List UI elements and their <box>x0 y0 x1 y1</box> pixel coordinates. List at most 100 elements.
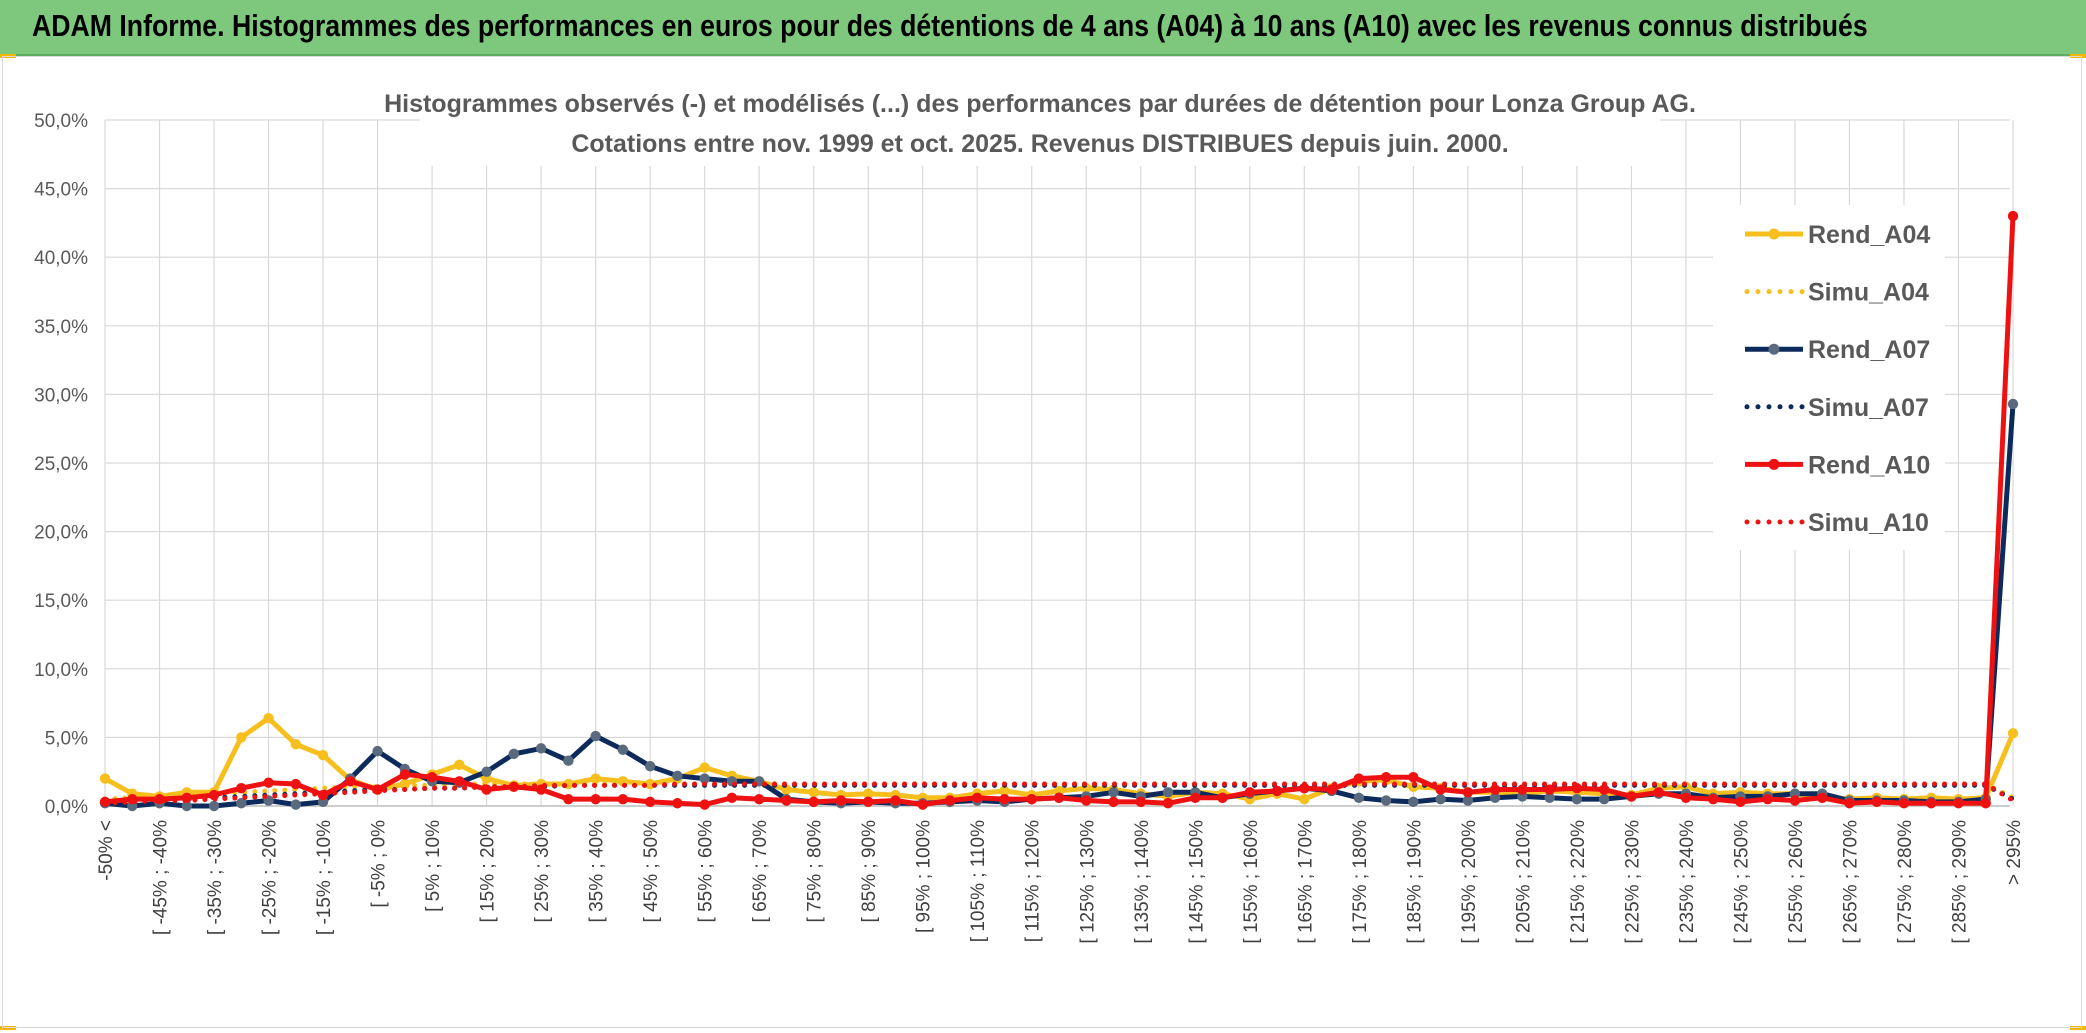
data-point-rend-a07 <box>590 730 601 742</box>
data-point-rend-a10 <box>1081 795 1092 806</box>
data-point-rend-a07 <box>1489 792 1501 803</box>
x-tick-label: -50% < <box>96 820 117 881</box>
data-point-rend-a10 <box>1271 785 1283 797</box>
data-point-rend-a07 <box>1408 796 1419 808</box>
data-point-rend-a10 <box>1626 791 1637 802</box>
data-point-rend-a07 <box>563 755 574 766</box>
data-point-rend-a10 <box>1980 798 1991 809</box>
data-point-rend-a10 <box>236 782 247 794</box>
data-point-rend-a10 <box>1680 792 1692 803</box>
data-point-rend-a07 <box>672 770 683 782</box>
data-point-rend-a10 <box>781 795 792 806</box>
data-point-rend-a04 <box>863 788 874 799</box>
data-point-rend-a10 <box>1435 784 1446 795</box>
data-point-rend-a10 <box>1653 787 1664 798</box>
data-point-rend-a10 <box>399 769 411 780</box>
x-tick-label: [ 235% ; 240% <box>1677 820 1698 944</box>
data-point-rend-a10 <box>1108 796 1119 808</box>
data-point-rend-a10 <box>917 799 928 810</box>
y-tick-label: 50,0% <box>34 111 88 132</box>
x-tick-label: [ 45% ; 50% <box>641 820 662 923</box>
x-tick-label: [ 275% ; 280% <box>1895 820 1916 944</box>
data-point-rend-a10 <box>1135 796 1146 808</box>
chart-subtitle: Cotations entre nov. 1999 et oct. 2025. … <box>571 130 1508 158</box>
y-axis-ticks: 0,0% 5,0% 10,0% 15,0% 20,0% 25,0% 30,0% 35,0% 40… <box>34 111 88 818</box>
x-tick-label: [ 95% ; 100% <box>914 820 935 933</box>
data-point-rend-a10 <box>1898 798 1910 809</box>
data-point-rend-a04 <box>263 712 274 724</box>
y-tick-label: 30,0% <box>34 385 88 406</box>
x-tick-label: [ -45% ; -40% <box>151 820 172 935</box>
data-point-rend-a07 <box>208 800 220 812</box>
corner-mark-bl <box>0 1026 16 1030</box>
data-point-rend-a07 <box>290 799 301 810</box>
data-point-rend-a10 <box>1953 798 1964 809</box>
data-point-rend-a10 <box>1762 793 1773 805</box>
x-tick-label: [ -25% ; -20% <box>260 820 281 935</box>
data-point-rend-a07 <box>617 744 629 755</box>
y-tick-label: 40,0% <box>34 248 88 269</box>
x-tick-label: [ 65% ; 70% <box>750 820 771 923</box>
data-point-rend-a07 <box>1380 795 1392 806</box>
data-point-rend-a04 <box>1299 793 1310 805</box>
data-point-rend-a10 <box>944 795 956 806</box>
report-title: ADAM Informe. Histogrammes des performan… <box>32 8 1868 43</box>
data-point-rend-a10 <box>1053 792 1065 803</box>
data-point-rend-a04 <box>290 739 301 750</box>
data-point-rend-a10 <box>1871 796 1882 808</box>
legend-label-rend-a10: Rend_A10 <box>1808 451 1930 479</box>
data-point-rend-a04 <box>99 773 111 784</box>
chart-frame <box>2 56 2082 1028</box>
x-tick-label: [ 125% ; 130% <box>1077 820 1098 944</box>
data-point-rend-a04 <box>317 750 329 761</box>
data-point-rend-a10 <box>699 799 710 810</box>
x-tick-label: [ 285% ; 290% <box>1949 820 1970 944</box>
data-point-rend-a10 <box>1598 784 1610 795</box>
x-tick-label: [ 155% ; 160% <box>1241 820 1262 944</box>
title-background <box>420 84 1660 166</box>
data-point-rend-a10 <box>1844 798 1855 809</box>
data-point-rend-a07 <box>508 748 520 760</box>
data-point-rend-a10 <box>999 793 1010 805</box>
data-point-rend-a10 <box>1190 792 1201 803</box>
data-point-rend-a10 <box>1162 798 1174 809</box>
data-point-rend-a10 <box>1462 787 1474 798</box>
data-point-rend-a07 <box>1462 795 1474 806</box>
data-point-rend-a07 <box>181 800 192 812</box>
x-tick-label: [ 145% ; 150% <box>1186 820 1207 944</box>
data-point-rend-a07 <box>1571 793 1583 805</box>
data-point-rend-a10 <box>726 792 738 803</box>
x-tick-label: [ 5% ; 10% <box>423 820 444 912</box>
corner-mark-br <box>2070 1026 2086 1030</box>
legend-marker-rend-a07 <box>1768 343 1780 355</box>
data-point-rend-a10 <box>1326 784 1337 795</box>
data-point-rend-a10 <box>1735 796 1746 808</box>
data-point-rend-a10 <box>290 778 301 790</box>
gridlines <box>104 119 2014 807</box>
data-point-rend-a10 <box>617 793 629 805</box>
data-point-rend-a07 <box>2007 398 2019 410</box>
data-point-rend-a07 <box>1598 793 1610 805</box>
x-tick-label: [ 185% ; 190% <box>1404 820 1425 944</box>
x-tick-label: [ 245% ; 250% <box>1731 820 1752 944</box>
data-point-rend-a10 <box>835 795 847 806</box>
y-tick-label: 5,0% <box>45 728 88 749</box>
legend: Rend_A04 Simu_A04 Rend_A07 Simu_A07 Rend_A10… <box>1713 205 1945 550</box>
data-point-rend-a04 <box>2007 728 2019 739</box>
data-point-rend-a07 <box>481 766 492 777</box>
chart-title: Histogrammes observés (-) et modélisés (… <box>384 90 1696 118</box>
data-point-rend-a10 <box>1353 773 1365 784</box>
data-point-rend-a07 <box>1108 787 1119 798</box>
x-axis-ticks: -50% < [ -45% ; -40% [ -35% ; -30% [ -25% ;… <box>96 820 2025 944</box>
data-point-rend-a07 <box>644 761 656 772</box>
data-point-rend-a04 <box>590 773 601 784</box>
data-point-rend-a10 <box>644 796 656 808</box>
data-point-rend-a10 <box>590 793 601 805</box>
data-point-rend-a07 <box>372 745 383 757</box>
data-point-rend-a07 <box>1435 793 1446 805</box>
report-banner: ADAM Informe. Histogrammes des performan… <box>0 0 2086 56</box>
legend-label-rend-a04: Rend_A04 <box>1808 221 1930 249</box>
x-tick-label: [ 165% ; 170% <box>1295 820 1316 944</box>
legend-background <box>1713 205 1945 550</box>
x-tick-label: [ 25% ; 30% <box>532 820 553 923</box>
